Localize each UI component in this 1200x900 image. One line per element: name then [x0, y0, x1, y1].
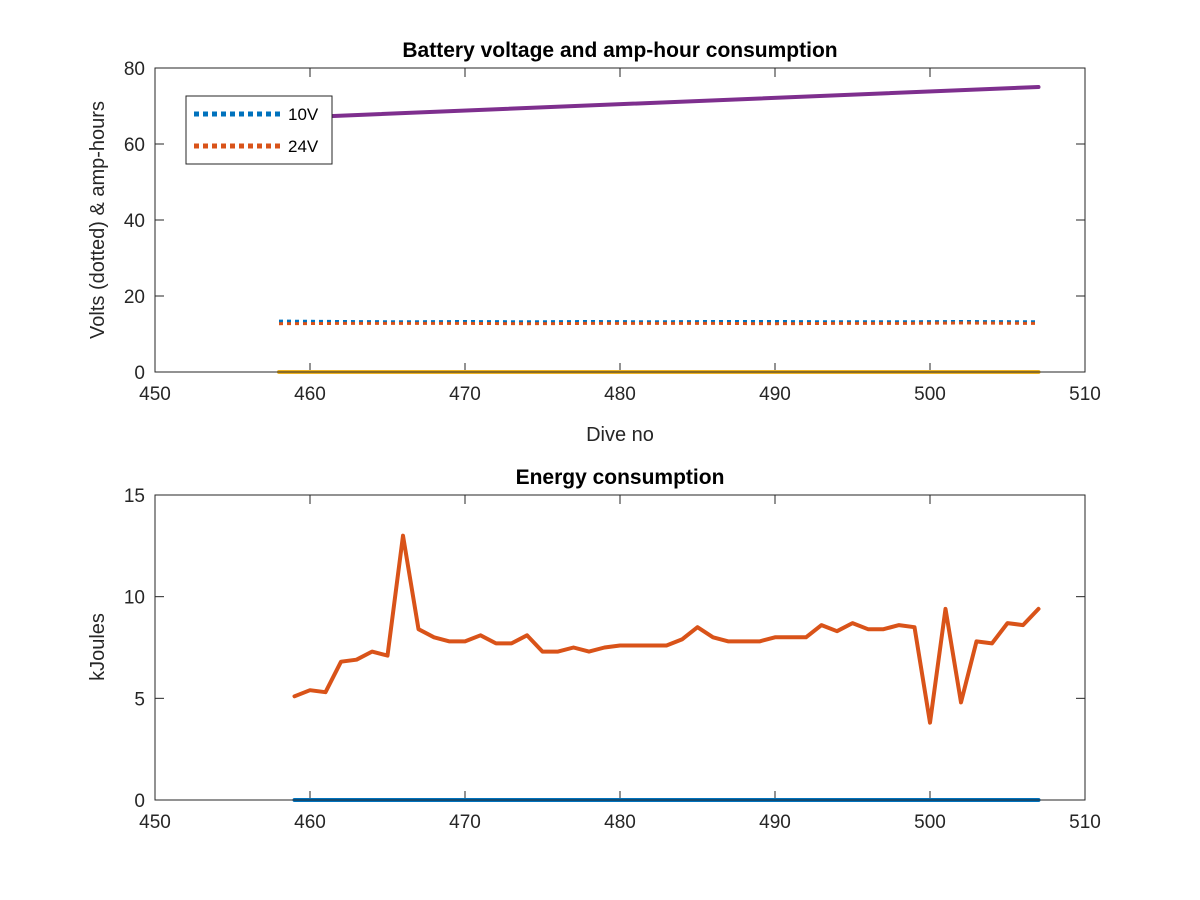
x-tick-label: 500: [914, 384, 946, 405]
chart-title: Battery voltage and amp-hour consumption: [402, 39, 837, 62]
legend: 10V 24V: [185, 95, 333, 165]
x-tick-label: 480: [604, 384, 636, 405]
axes-box: [154, 494, 1086, 801]
legend-label-24v: 24V: [288, 137, 319, 156]
y-tick-label: 15: [124, 486, 145, 507]
legend-label-10v: 10V: [288, 105, 319, 124]
x-tick-label: 460: [294, 812, 326, 833]
y-axis-label: Volts (dotted) & amp-hours: [87, 101, 109, 339]
axes-box: [154, 67, 1086, 373]
x-axis-label: Dive no: [586, 424, 654, 446]
voltage-amp-hour-axes: Battery voltage and amp-hour consumption…: [87, 39, 1101, 446]
y-axis-label: kJoules: [87, 613, 109, 681]
x-tick-label: 450: [139, 812, 171, 833]
x-tick-label: 480: [604, 812, 636, 833]
y-tick-label: 20: [124, 287, 145, 308]
y-tick-label: 5: [134, 689, 145, 710]
series-line-3: [277, 85, 1041, 121]
x-tick-label: 510: [1069, 384, 1101, 405]
x-tick-label: 460: [294, 384, 326, 405]
y-tick-label: 10: [124, 588, 145, 609]
y-tick-label: 40: [124, 211, 145, 232]
y-tick-label: 0: [134, 363, 145, 384]
x-tick-label: 470: [449, 384, 481, 405]
x-tick-label: 470: [449, 812, 481, 833]
x-tick-label: 490: [759, 812, 791, 833]
x-tick-label: 450: [139, 384, 171, 405]
series-line-1: [292, 533, 1041, 725]
y-tick-label: 60: [124, 135, 145, 156]
energy-consumption-axes: Energy consumption 450 460 470 480 490 500 510…: [87, 466, 1101, 833]
x-tick-label: 490: [759, 384, 791, 405]
y-tick-label: 0: [134, 791, 145, 812]
y-tick-label: 80: [124, 59, 145, 80]
tick-labels: 450 460 470 480 490 500 510 0 20 40 60 80: [124, 59, 1101, 405]
x-tick-label: 510: [1069, 812, 1101, 833]
chart-title: Energy consumption: [516, 466, 725, 489]
x-tick-label: 500: [914, 812, 946, 833]
legend-box: [185, 95, 333, 165]
